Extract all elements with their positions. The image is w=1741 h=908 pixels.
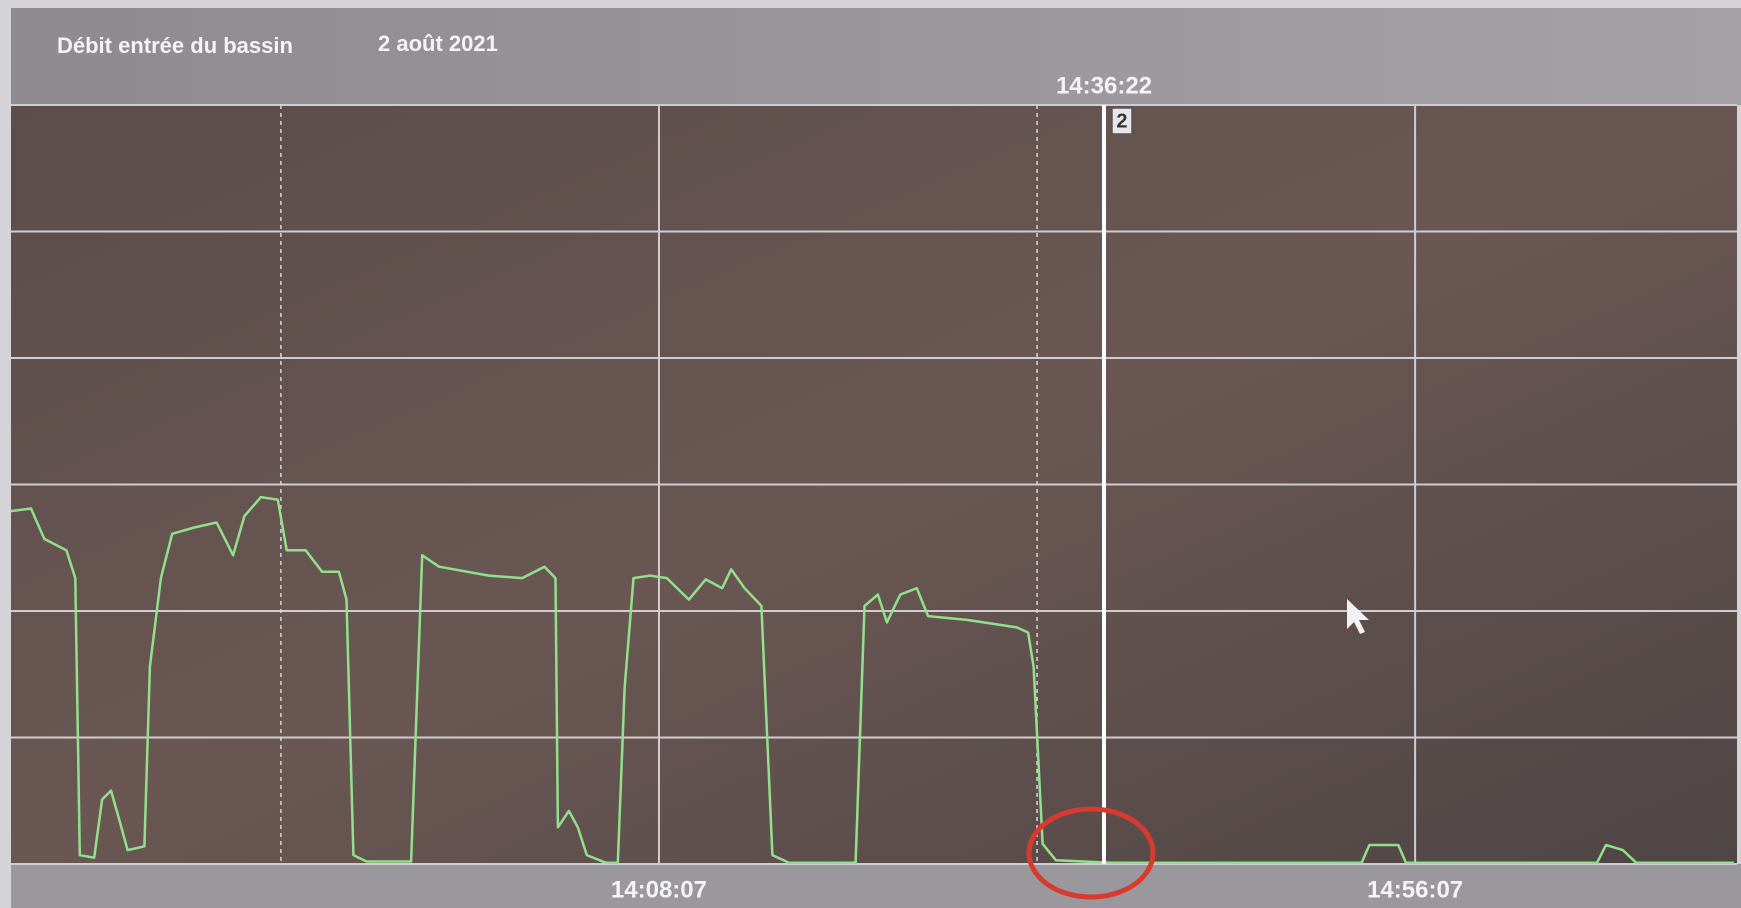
axis-band bbox=[11, 864, 1741, 908]
chart-title: Débit entrée du bassin bbox=[57, 33, 293, 58]
chart: Débit entrée du bassin 2 août 2021 14:08… bbox=[0, 0, 1741, 908]
x-tick-label: 14:08:07 bbox=[611, 876, 707, 903]
chart-date: 2 août 2021 bbox=[378, 31, 498, 56]
cursor-marker: 2 bbox=[1116, 110, 1127, 132]
x-tick-label: 14:56:07 bbox=[1367, 876, 1463, 903]
cursor-time: 14:36:22 bbox=[1056, 72, 1152, 99]
